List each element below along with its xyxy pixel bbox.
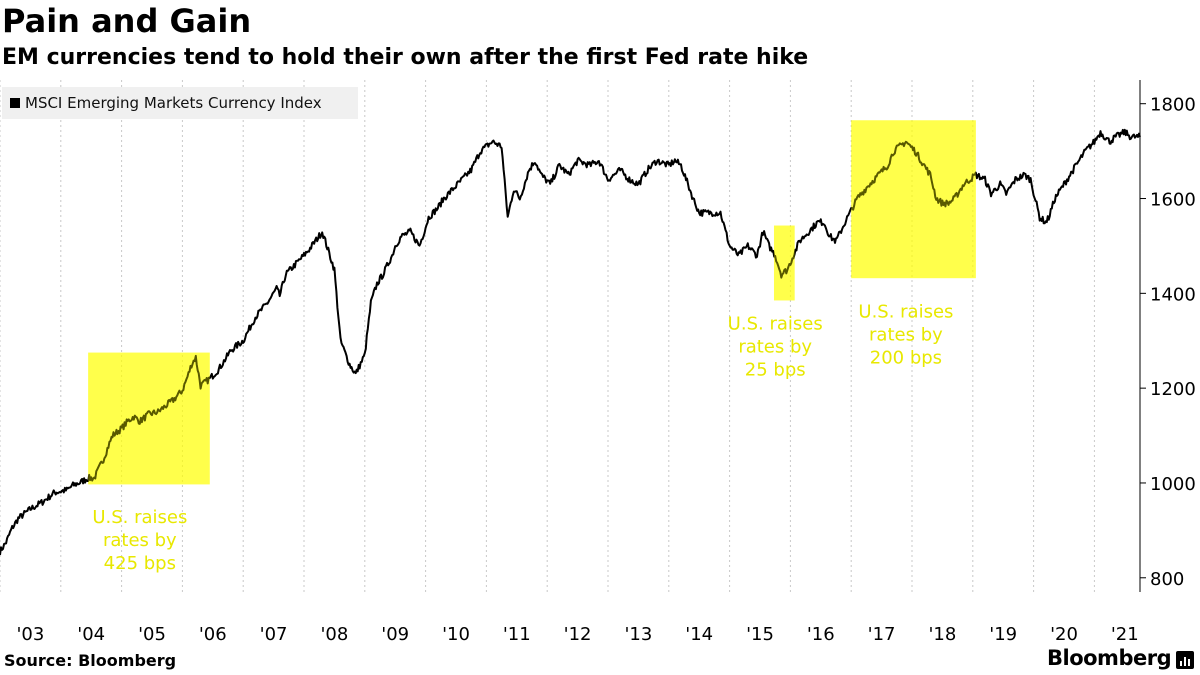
chart-title: Pain and Gain xyxy=(2,2,252,40)
annotation-text: rates by xyxy=(738,337,812,358)
annotation-text: 200 bps xyxy=(870,348,942,369)
annotation-text: rates by xyxy=(103,530,177,551)
annotation-overlay xyxy=(88,352,210,485)
legend-label: MSCI Emerging Markets Currency Index xyxy=(25,94,322,112)
y-tick-label: 1000 xyxy=(1150,474,1196,495)
x-tick-label: '15 xyxy=(746,624,774,645)
annotation-boxes xyxy=(88,120,976,485)
annotation-text: U.S. raises xyxy=(858,302,953,323)
annotation-box xyxy=(773,225,795,301)
x-tick-label: '20 xyxy=(1050,624,1078,645)
x-tick-label: '03 xyxy=(16,624,44,645)
y-axis: 800 1000 1200 1400 1600 1800 xyxy=(1139,80,1196,592)
x-tick-label: '08 xyxy=(320,624,348,645)
annotation-box xyxy=(851,120,976,279)
legend-swatch xyxy=(10,98,20,108)
x-tick-label: '06 xyxy=(199,624,227,645)
x-tick-label: '16 xyxy=(807,624,835,645)
y-tick-label: 800 xyxy=(1150,569,1184,590)
x-tick-label: '21 xyxy=(1111,624,1139,645)
x-tick-label: '19 xyxy=(989,624,1017,645)
annotation-text: 25 bps xyxy=(745,360,806,381)
annotation-text: U.S. raises xyxy=(92,507,187,528)
x-tick-label: '07 xyxy=(260,624,288,645)
y-tick-label: 1800 xyxy=(1150,95,1196,116)
x-tick-label: '18 xyxy=(928,624,956,645)
y-tick-label: 1400 xyxy=(1150,284,1196,305)
brand-wordmark: Bloomberg xyxy=(1047,646,1172,670)
annotation-overlay xyxy=(773,225,795,301)
y-tick-label: 1200 xyxy=(1150,379,1196,400)
x-tick-label: '11 xyxy=(503,624,531,645)
legend: MSCI Emerging Markets Currency Index xyxy=(2,87,358,119)
annotation-text: rates by xyxy=(869,325,943,346)
source-note: Source: Bloomberg xyxy=(4,651,177,670)
x-tick-label: '09 xyxy=(381,624,409,645)
annotation-text: 425 bps xyxy=(104,553,176,574)
vertical-gridlines xyxy=(0,80,1095,592)
bloomberg-logo-icon xyxy=(1176,651,1194,669)
x-tick-label: '04 xyxy=(77,624,105,645)
x-tick-labels: '03 '04 '05 '06 '07 '08 '09 '10 '11 '12 '13 '14 '15 '… xyxy=(16,624,1138,645)
chart-subtitle: EM currencies tend to hold their own aft… xyxy=(2,45,809,70)
x-tick-label: '17 xyxy=(868,624,896,645)
y-tick-label: 1600 xyxy=(1150,190,1196,211)
annotation-text: U.S. raises xyxy=(728,314,823,335)
annotation-box xyxy=(88,352,210,485)
annotation-overlay xyxy=(851,120,976,279)
x-tick-label: '05 xyxy=(138,624,166,645)
x-tick-label: '12 xyxy=(564,624,592,645)
x-tick-label: '14 xyxy=(685,624,713,645)
x-tick-label: '13 xyxy=(624,624,652,645)
series-line xyxy=(0,128,1141,556)
annotation-overlays xyxy=(88,120,976,485)
series-lines xyxy=(0,128,1141,556)
x-tick-label: '10 xyxy=(442,624,470,645)
